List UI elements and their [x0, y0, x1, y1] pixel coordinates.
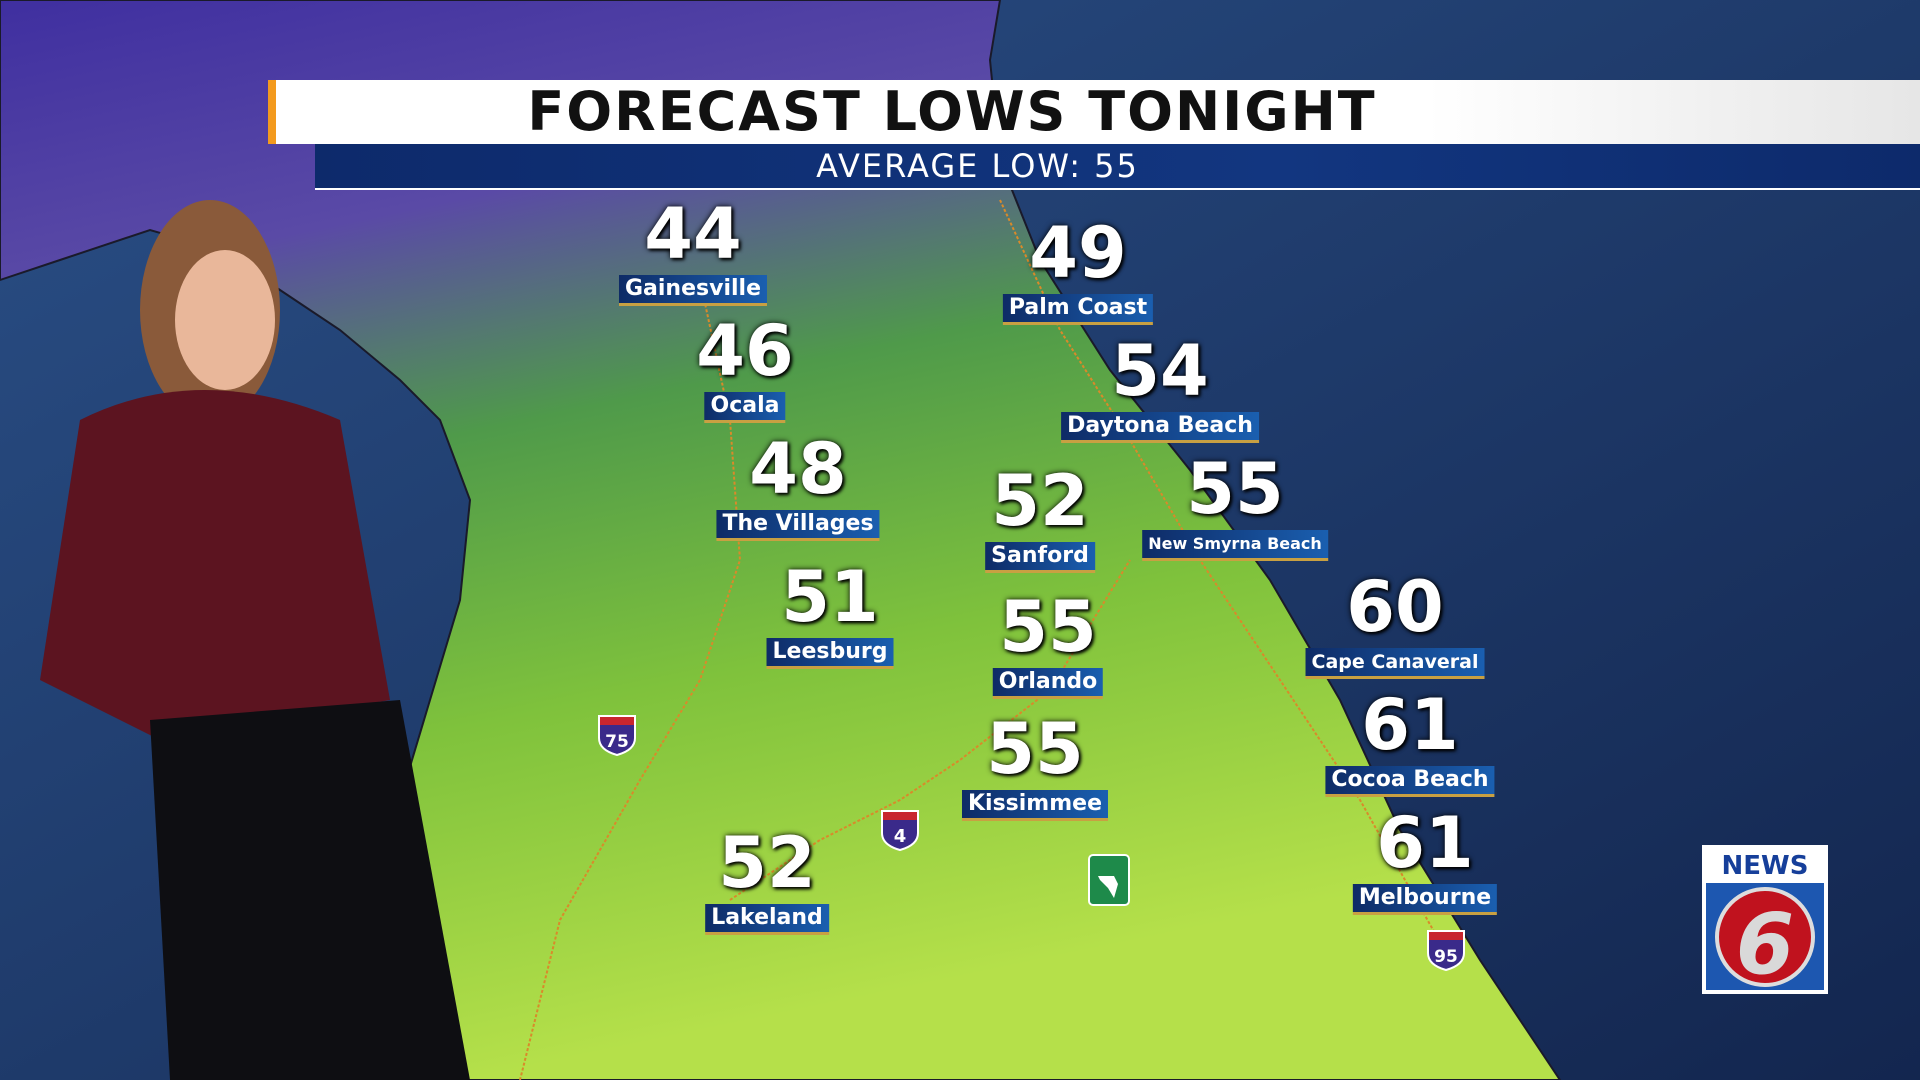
- city-lakeland: 52 Lakeland: [705, 822, 829, 935]
- low-temp: 49: [1029, 212, 1127, 294]
- city-the-villages: 48 The Villages: [716, 428, 880, 541]
- city-cape-canaveral: 60 Cape Canaveral: [1305, 566, 1485, 679]
- low-temp: 61: [1361, 684, 1459, 766]
- low-temp: 55: [999, 586, 1097, 668]
- shield-number: 75: [605, 732, 629, 752]
- page-title: FORECAST LOWS TONIGHT: [527, 80, 1377, 143]
- city-name: Palm Coast: [1002, 294, 1154, 325]
- interstate-4-shield-icon: 4: [881, 810, 919, 851]
- city-ocala: 46 Ocala: [696, 310, 794, 423]
- low-temp: 48: [749, 428, 847, 510]
- city-sanford: 52 Sanford: [985, 460, 1095, 573]
- title-banner: FORECAST LOWS TONIGHT: [268, 80, 1920, 144]
- city-gainesville: 44 Gainesville: [618, 193, 768, 306]
- city-name: Lakeland: [705, 904, 829, 935]
- low-temp: 44: [644, 193, 742, 275]
- city-name: Gainesville: [618, 275, 768, 306]
- low-temp: 46: [696, 310, 794, 392]
- city-name: Sanford: [985, 542, 1095, 573]
- city-name: Orlando: [992, 668, 1104, 699]
- low-temp: 55: [986, 708, 1084, 790]
- shield-number: 4: [894, 826, 907, 847]
- city-melbourne: 61 Melbourne: [1352, 802, 1498, 915]
- news6-logo: NEWS 6: [1702, 845, 1828, 994]
- city-name: The Villages: [716, 510, 880, 541]
- city-leesburg: 51 Leesburg: [766, 556, 894, 669]
- interstate-75-shield-icon: 75: [598, 715, 636, 756]
- city-name: Ocala: [704, 392, 786, 423]
- florida-turnpike-shield-icon: [1088, 854, 1130, 906]
- presenter: [40, 200, 470, 1080]
- low-temp: 55: [1186, 448, 1284, 530]
- interstate-95-shield-icon: 95: [1427, 930, 1465, 971]
- average-low: AVERAGE LOW: 55: [816, 147, 1139, 185]
- low-temp: 51: [781, 556, 879, 638]
- low-temp: 54: [1111, 330, 1209, 412]
- svg-text:6: 6: [1736, 895, 1794, 993]
- city-orlando: 55 Orlando: [992, 586, 1104, 699]
- low-temp: 52: [718, 822, 816, 904]
- subtitle-banner: AVERAGE LOW: 55: [315, 144, 1920, 190]
- svg-text:NEWS: NEWS: [1722, 851, 1809, 881]
- shield-number: 95: [1434, 947, 1458, 967]
- city-name: Melbourne: [1352, 884, 1498, 915]
- low-temp: 61: [1376, 802, 1474, 884]
- low-temp: 60: [1346, 566, 1444, 648]
- city-name: Cape Canaveral: [1305, 648, 1485, 679]
- city-name: Leesburg: [766, 638, 894, 669]
- city-cocoa-beach: 61 Cocoa Beach: [1325, 684, 1495, 797]
- city-name: Cocoa Beach: [1325, 766, 1495, 797]
- city-palm-coast: 49 Palm Coast: [1002, 212, 1154, 325]
- city-new-smyrna-beach: 55 New Smyrna Beach: [1142, 448, 1328, 561]
- city-name: Daytona Beach: [1061, 412, 1259, 443]
- city-name: Kissimmee: [961, 790, 1109, 821]
- city-daytona-beach: 54 Daytona Beach: [1061, 330, 1259, 443]
- city-kissimmee: 55 Kissimmee: [961, 708, 1109, 821]
- city-name: New Smyrna Beach: [1142, 530, 1328, 561]
- low-temp: 52: [991, 460, 1089, 542]
